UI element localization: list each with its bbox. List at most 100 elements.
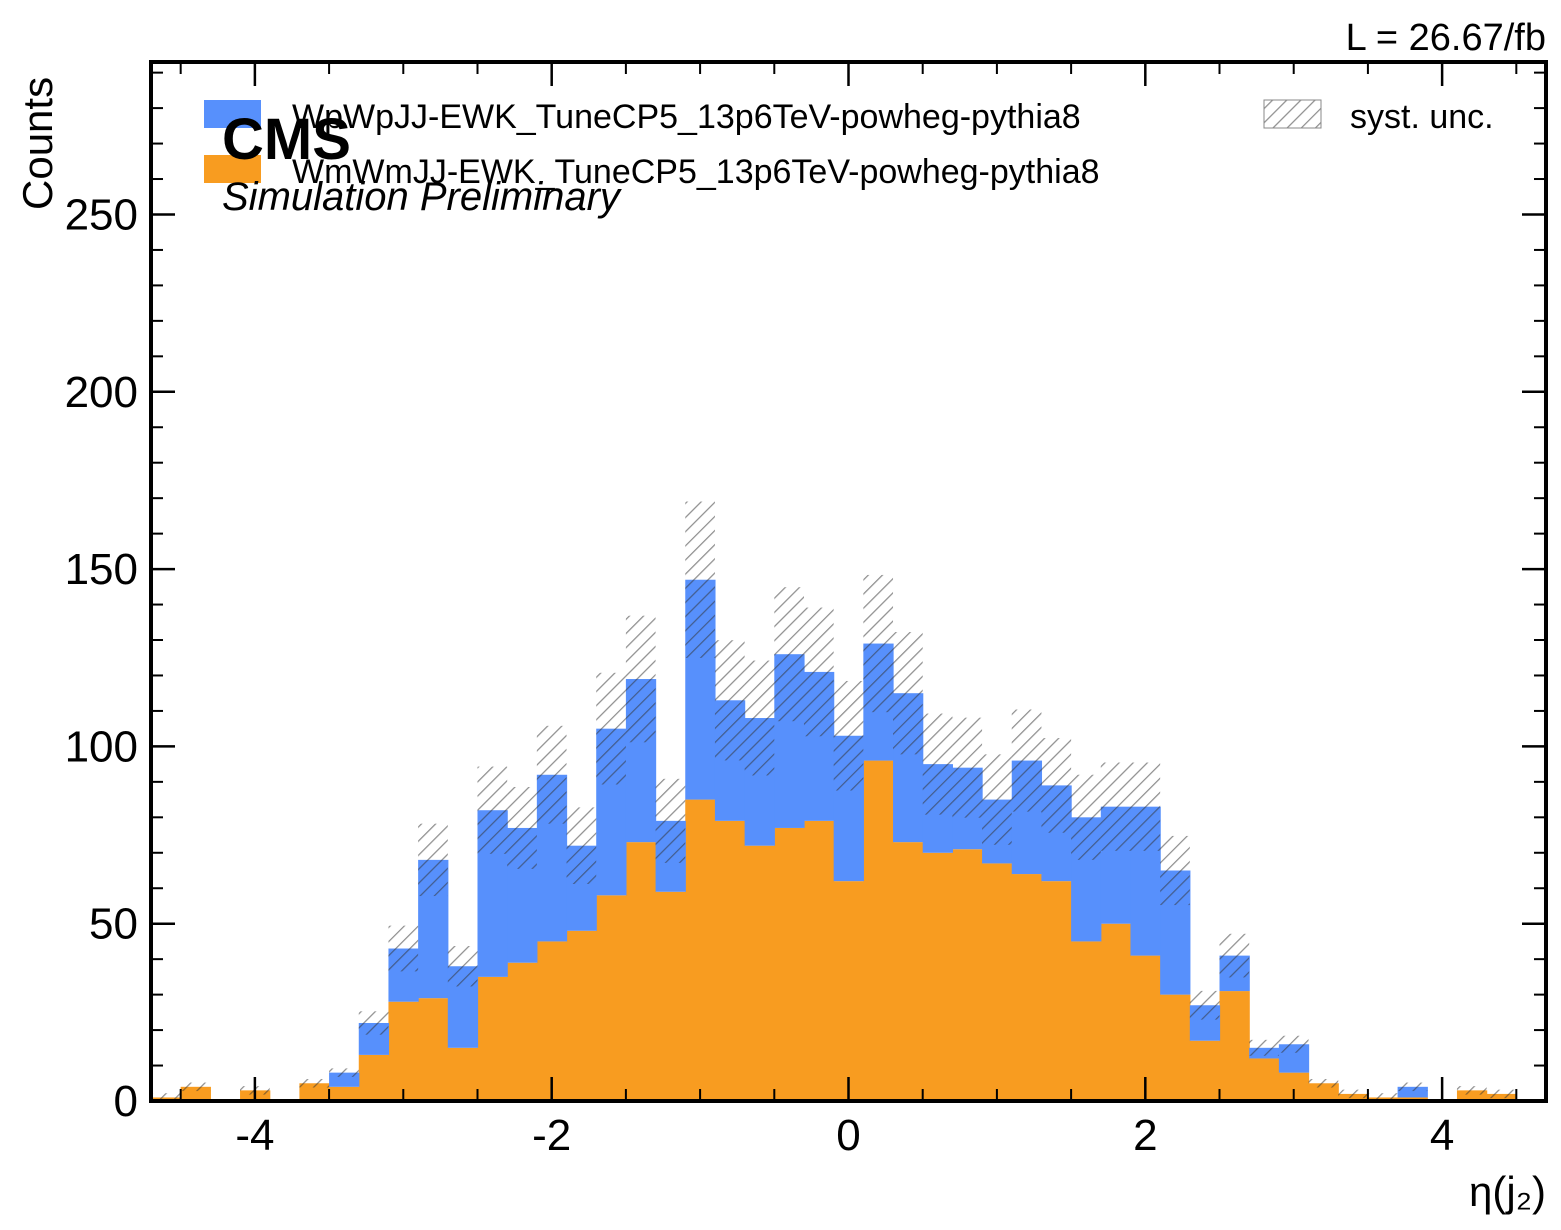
unc-band-bin0 [151, 1093, 181, 1101]
unc-band-bin24 [863, 574, 894, 713]
legend: WpWpJJ-EWK_TuneCP5_13p6TeV-powheg-pythia… [204, 98, 1494, 191]
unc-band-bin13 [536, 725, 567, 824]
unc-band-bin39 [1308, 1079, 1339, 1088]
unc-band-bin37 [1249, 1039, 1279, 1056]
bar-series0-bin31 [1071, 941, 1102, 1101]
y-tick-label: 50 [89, 900, 138, 949]
unc-band-bin42 [1397, 1082, 1428, 1092]
unc-band-bin30 [1041, 738, 1072, 833]
x-tick-label: -4 [235, 1111, 274, 1160]
unc-band-bin9 [418, 823, 448, 897]
unc-band-bin22 [803, 607, 834, 737]
unc-band-bin26 [922, 713, 953, 815]
bar-series0-bin5 [299, 1083, 330, 1101]
unc-band-bin18 [685, 501, 715, 658]
bar-series0-bin16 [625, 842, 657, 1101]
bar-series0-bin35 [1189, 1040, 1221, 1101]
bar-series0-bin13 [536, 941, 568, 1101]
bar-series0-bin9 [418, 998, 449, 1101]
unc-band-bin27 [952, 717, 983, 818]
histogram-bars [151, 579, 1517, 1101]
unc-band-bin6 [329, 1068, 359, 1077]
unc-band-bin33 [1130, 762, 1161, 851]
bar-series0-bin17 [655, 891, 686, 1101]
luminosity-label: L = 26.67/fb [1346, 17, 1546, 59]
y-tick-label: 200 [65, 368, 138, 417]
bar-series0-bin33 [1130, 955, 1161, 1101]
unc-band-bin10 [447, 946, 478, 987]
unc-band-bin41 [1367, 1093, 1398, 1101]
unc-band-bin40 [1338, 1089, 1368, 1099]
bar-series0-bin29 [1011, 874, 1043, 1101]
unc-band-bin14 [566, 807, 597, 884]
y-tick-label: 100 [65, 722, 138, 771]
bar-series0-bin27 [952, 849, 983, 1101]
bar-series0-bin23 [833, 881, 864, 1101]
unc-band-bin8 [388, 925, 419, 972]
bar-series0-bin11 [477, 976, 508, 1101]
bar-series0-bin32 [1100, 923, 1132, 1101]
legend-swatch-wmwm [204, 155, 261, 183]
bar-series0-bin6 [329, 1086, 360, 1101]
x-tick-label: 4 [1430, 1111, 1454, 1160]
experiment-sublabel: Simulation Preliminary [222, 175, 623, 219]
unc-band-bin7 [358, 1011, 389, 1035]
legend-label-wmwm: WmWmJJ-EWK_TuneCP5_13p6TeV-powheg-pythia… [292, 153, 1100, 191]
bar-series0-bin19 [714, 820, 746, 1101]
y-tick-label: 250 [65, 190, 138, 239]
bar-series0-bin25 [893, 842, 924, 1101]
unc-band-bin31 [1071, 774, 1101, 860]
bar-series0-bin39 [1308, 1083, 1339, 1101]
bar-series1-bin42 [1397, 1086, 1428, 1098]
unc-band-bin1 [180, 1082, 211, 1092]
y-axis-label: Counts [14, 77, 61, 210]
unc-band-bin12 [507, 786, 537, 869]
bar-series0-bin26 [922, 852, 953, 1101]
bar-series0-bin44 [1456, 1090, 1488, 1101]
legend-swatch-unc [1263, 99, 1322, 129]
tick-labels: -4 -2 0 2 4 0 50 100 150 200 250 [65, 190, 1455, 1160]
unc-band-bin23 [833, 680, 864, 791]
bar-series0-bin24 [863, 760, 894, 1101]
bar-series0-bin12 [507, 962, 538, 1101]
x-tick-label: 2 [1133, 1111, 1157, 1160]
bar-series0-bin34 [1160, 994, 1191, 1101]
bar-series0-bin8 [388, 1001, 419, 1101]
unc-band-bin17 [655, 778, 686, 863]
unc-band-bin16 [625, 615, 656, 743]
bar-series0-bin18 [685, 799, 716, 1101]
unc-band-bin29 [1011, 709, 1042, 812]
bar-series0-bin37 [1249, 1058, 1280, 1101]
syst-unc-band [151, 501, 1517, 1101]
unc-band-bin21 [774, 587, 804, 722]
unc-band-bin38 [1278, 1035, 1309, 1053]
bar-series0-bin22 [803, 820, 835, 1101]
bar-series0-bin7 [358, 1054, 390, 1101]
x-tick-label: 0 [836, 1111, 860, 1160]
legend-swatch-wpwp [204, 100, 261, 128]
bar-series0-bin10 [447, 1047, 479, 1101]
bar-series0-bin21 [774, 827, 805, 1101]
unc-band-bin5 [299, 1079, 330, 1088]
unc-band-bin15 [596, 672, 626, 785]
y-tick-label: 0 [114, 1077, 138, 1126]
unc-band-bin25 [893, 632, 923, 755]
y-tick-label: 150 [65, 545, 138, 594]
unc-band-bin34 [1160, 835, 1190, 906]
legend-label-unc: syst. unc. [1350, 98, 1494, 136]
plot-frame [149, 60, 1548, 1103]
unc-band-bin35 [1189, 990, 1220, 1020]
experiment-label: CMS [222, 107, 351, 172]
unc-band-bin44 [1456, 1086, 1487, 1095]
unc-band-bin36 [1219, 933, 1250, 978]
bar-series0-bin36 [1219, 991, 1250, 1101]
unc-band-bin20 [744, 660, 775, 776]
bar-series0-bin28 [982, 863, 1013, 1101]
legend-label-wpwp: WpWpJJ-EWK_TuneCP5_13p6TeV-powheg-pythia… [292, 98, 1081, 136]
unc-band-bin19 [714, 640, 745, 761]
bar-series0-bin30 [1041, 881, 1072, 1101]
unc-band-bin28 [982, 754, 1012, 845]
unc-band-bin45 [1486, 1089, 1517, 1099]
bar-series0-bin14 [566, 930, 597, 1101]
